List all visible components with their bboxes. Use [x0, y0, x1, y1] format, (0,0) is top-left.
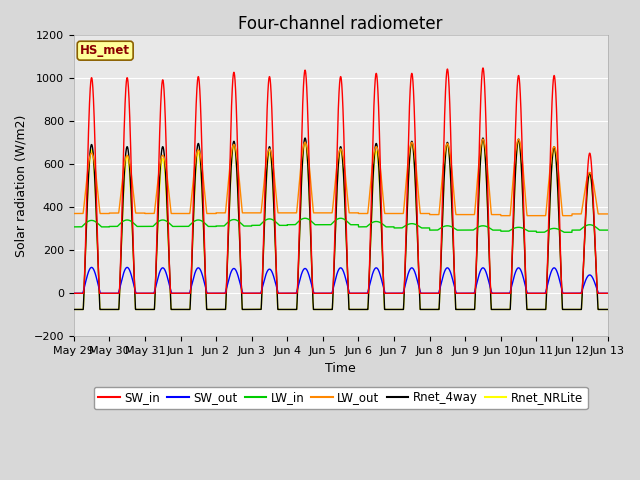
Rnet_4way [604, 307, 611, 312]
LW_in [475, 224, 483, 229]
Rnet_4way [70, 307, 77, 312]
Rnet_NRLite [460, 307, 468, 312]
Rnet_NRLite [604, 307, 611, 312]
Rnet_NRLite [323, 307, 330, 312]
LW_in [604, 227, 611, 233]
Line: Rnet_4way: Rnet_4way [74, 138, 607, 310]
SW_out [581, 279, 589, 285]
LW_in [532, 229, 540, 235]
SW_in [252, 290, 259, 296]
Y-axis label: Solar radiation (W/m2): Solar radiation (W/m2) [15, 114, 28, 257]
Rnet_NRLite [252, 307, 259, 312]
LW_in [301, 216, 309, 221]
X-axis label: Time: Time [325, 362, 356, 375]
LW_out [497, 213, 505, 218]
Rnet_4way [323, 307, 330, 312]
LW_out [323, 210, 330, 216]
Line: LW_out: LW_out [74, 139, 607, 216]
Text: HS_met: HS_met [80, 44, 130, 57]
LW_out [604, 211, 611, 217]
SW_out [252, 290, 259, 296]
LW_out [70, 211, 77, 216]
SW_in [479, 65, 487, 71]
Rnet_4way [475, 190, 483, 195]
SW_out [88, 264, 95, 270]
LW_in [460, 227, 468, 233]
Line: LW_in: LW_in [74, 218, 607, 232]
SW_in [70, 290, 77, 296]
Line: SW_out: SW_out [74, 267, 607, 293]
Rnet_4way [460, 307, 468, 312]
LW_out [575, 211, 582, 217]
LW_out [252, 210, 259, 216]
LW_out [460, 212, 468, 217]
SW_out [604, 290, 611, 296]
Rnet_NRLite [479, 137, 487, 143]
SW_in [575, 290, 582, 296]
LW_out [515, 136, 522, 142]
SW_in [581, 222, 589, 228]
Title: Four-channel radiometer: Four-channel radiometer [238, 15, 443, 33]
Rnet_4way [575, 307, 582, 312]
SW_out [323, 290, 330, 296]
Rnet_NRLite [475, 191, 483, 197]
SW_in [323, 290, 330, 296]
SW_in [604, 290, 611, 296]
Rnet_NRLite [581, 226, 589, 232]
SW_in [460, 290, 468, 296]
LW_in [70, 224, 77, 230]
LW_in [581, 223, 589, 229]
LW_in [252, 223, 259, 228]
LW_in [575, 227, 582, 233]
SW_out [475, 272, 483, 277]
Rnet_4way [581, 225, 589, 231]
Line: SW_in: SW_in [74, 68, 607, 293]
Rnet_4way [479, 135, 487, 141]
SW_out [70, 290, 77, 296]
Line: Rnet_NRLite: Rnet_NRLite [74, 140, 607, 310]
Legend: SW_in, SW_out, LW_in, LW_out, Rnet_4way, Rnet_NRLite: SW_in, SW_out, LW_in, LW_out, Rnet_4way,… [93, 386, 588, 409]
LW_out [581, 185, 589, 191]
SW_in [475, 157, 483, 163]
Rnet_4way [252, 307, 259, 312]
Rnet_NRLite [70, 307, 77, 312]
LW_out [475, 159, 483, 165]
SW_out [460, 290, 468, 296]
Rnet_NRLite [575, 307, 582, 312]
SW_out [575, 290, 582, 296]
LW_in [323, 222, 330, 228]
